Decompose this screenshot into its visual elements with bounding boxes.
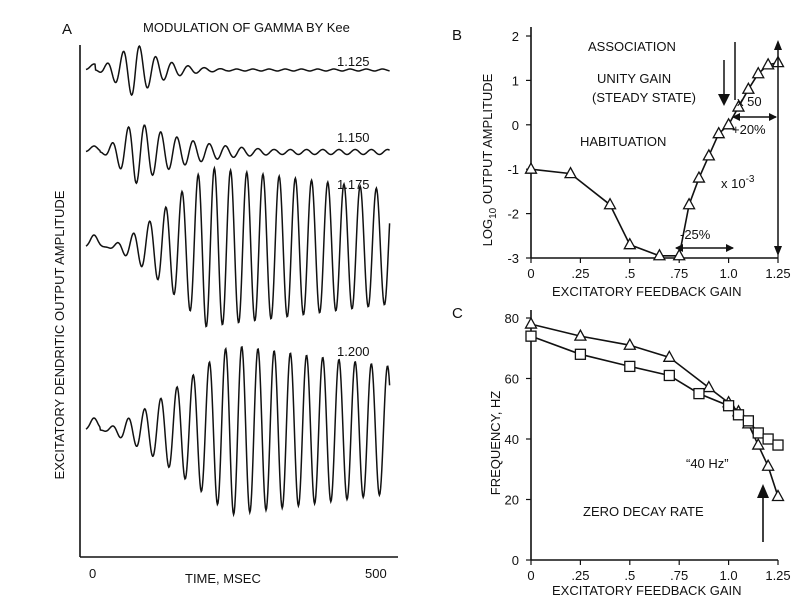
- zero-decay-arrow: [757, 484, 769, 542]
- panel-a-ylabel: EXCITATORY DENDRITIC OUTPUT AMPLITUDE: [52, 190, 67, 479]
- triangle-marker: [731, 99, 746, 112]
- panel-a-title: MODULATION OF GAMMA BY Kee: [143, 20, 350, 35]
- square-marker: [772, 439, 784, 451]
- panel-b: B LOG10 OUTPUT AMPLITUDE 0 .25 .5 .75 1.0 1.2…: [452, 27, 791, 299]
- triangle-marker: [662, 349, 676, 362]
- panel-a-x-tick-start: 0: [89, 566, 96, 581]
- triangle-marker: [692, 170, 706, 183]
- square-marker: [693, 387, 705, 400]
- annotation-association: ASSOCIATION: [588, 39, 676, 54]
- panel-c-x-tick-label: .5: [624, 568, 635, 583]
- panel-b-y-tick-label: 2: [512, 29, 519, 44]
- square-marker: [722, 400, 735, 412]
- panel-c-y-tick-label: 60: [505, 372, 519, 387]
- square-marker: [624, 360, 636, 373]
- panel-b-y-tick-label: -3: [507, 251, 519, 266]
- square-marker: [742, 415, 755, 427]
- panel-c-x-tick-label: 0: [527, 568, 534, 583]
- panel-b-x-tick-label: .25: [571, 266, 589, 281]
- triangle-marker: [771, 489, 785, 502]
- trace-label-1175: 1.175: [337, 177, 370, 192]
- panel-c-x-tick-label: 1.25: [765, 568, 790, 583]
- triangle-marker: [682, 197, 696, 210]
- triangle-marker: [524, 161, 538, 174]
- square-marker: [752, 427, 764, 439]
- panel-c-y-tick-label: 20: [505, 493, 519, 508]
- trace-1150: [85, 124, 390, 185]
- annotation-plus20: +20%: [732, 122, 766, 137]
- triangle-marker: [702, 380, 716, 393]
- panel-b-x-tick-label: 1.0: [720, 266, 738, 281]
- panel-b-markers: [524, 55, 785, 261]
- square-marker: [732, 409, 745, 421]
- triangle-marker: [761, 458, 775, 471]
- trace-1125: [85, 45, 390, 97]
- panel-a-xlabel: TIME, MSEC: [185, 571, 261, 586]
- square-marker: [663, 369, 675, 382]
- panel-b-y-tick-label: -1: [507, 162, 519, 177]
- triangle-marker: [563, 166, 578, 179]
- annotation-unity-gain: UNITY GAIN: [597, 71, 671, 86]
- triangle-marker: [524, 316, 538, 329]
- panel-c: C FREQUENCY, HZ 0 .25 .5 .75 1.0 1.25 0 20 40 60 8…: [452, 305, 791, 598]
- panel-b-series-line: [530, 61, 779, 257]
- panel-c-y-tick-label: 40: [505, 432, 519, 447]
- panel-b-y-tick-label: -2: [507, 207, 519, 222]
- annotation-40hz: “40 Hz”: [686, 456, 729, 471]
- panel-c-ylabel: FREQUENCY, HZ: [488, 391, 503, 496]
- panel-b-y-tick-label: 0: [512, 118, 519, 133]
- triangle-marker: [623, 337, 637, 350]
- triangle-marker: [722, 117, 736, 130]
- triangle-marker: [672, 248, 686, 261]
- annotation-habituation: HABITUATION: [580, 134, 666, 149]
- panel-c-x-tick-label: .25: [571, 568, 589, 583]
- triangle-marker: [712, 126, 726, 139]
- panel-b-label: B: [452, 27, 462, 44]
- panel-c-markers: [524, 316, 785, 502]
- square-marker: [525, 330, 537, 342]
- panel-b-y-tick-label: 1: [512, 73, 519, 88]
- triangle-marker: [751, 437, 765, 450]
- panel-b-x-tick-label: 0: [527, 266, 534, 281]
- triangle-marker: [702, 148, 716, 161]
- panel-c-ticks: 0 .25 .5 .75 1.0 1.25 0 20 40 60 80: [505, 311, 791, 583]
- panel-b-x-tick-label: .75: [670, 266, 688, 281]
- annotation-x10: x 10-3: [721, 174, 755, 191]
- panel-c-label: C: [452, 305, 463, 322]
- panel-a: A MODULATION OF GAMMA BY Kee EXCITATORY …: [52, 20, 398, 586]
- panel-c-y-tick-label: 80: [505, 311, 519, 326]
- panel-c-xlabel: EXCITATORY FEEDBACK GAIN: [552, 583, 742, 598]
- panel-c-x-tick-label: .75: [670, 568, 688, 583]
- annotation-x50: x 50: [737, 94, 762, 109]
- square-marker: [762, 433, 774, 445]
- triangle-marker: [652, 248, 667, 261]
- trace-label-1150: 1.150: [337, 130, 370, 145]
- panel-c-y-tick-label: 0: [512, 553, 519, 568]
- trace-1175: [85, 165, 391, 328]
- annotation-minus25: -25%: [680, 227, 711, 242]
- triangle-marker: [751, 66, 765, 79]
- trace-label-1125: 1.125: [337, 54, 370, 69]
- annotation-steady-state: (STEADY STATE): [592, 90, 696, 105]
- trace-1200: [85, 345, 391, 518]
- annotation-zero-decay: ZERO DECAY RATE: [583, 504, 704, 519]
- panel-a-label: A: [62, 21, 72, 38]
- panel-c-x-tick-label: 1.0: [720, 568, 738, 583]
- triangle-marker: [623, 237, 637, 250]
- panel-a-x-tick-end: 500: [365, 566, 387, 581]
- panel-b-arrows: [675, 40, 782, 256]
- triangle-marker: [603, 197, 617, 210]
- square-marker: [574, 348, 587, 360]
- trace-label-1200: 1.200: [337, 344, 370, 359]
- triangle-marker: [761, 57, 775, 70]
- panel-b-ylabel: LOG10 OUTPUT AMPLITUDE: [480, 73, 499, 246]
- panel-b-ticks: 0 .25 .5 .75 1.0 1.25 -3 -2 -1 0 1 2: [507, 29, 790, 281]
- triangle-marker: [573, 328, 587, 341]
- triangle-marker: [741, 81, 755, 94]
- panel-b-x-tick-label: 1.25: [765, 266, 790, 281]
- panel-b-xlabel: EXCITATORY FEEDBACK GAIN: [552, 284, 742, 299]
- panel-b-x-tick-label: .5: [624, 266, 635, 281]
- unity-gain-arrowhead: [718, 94, 730, 106]
